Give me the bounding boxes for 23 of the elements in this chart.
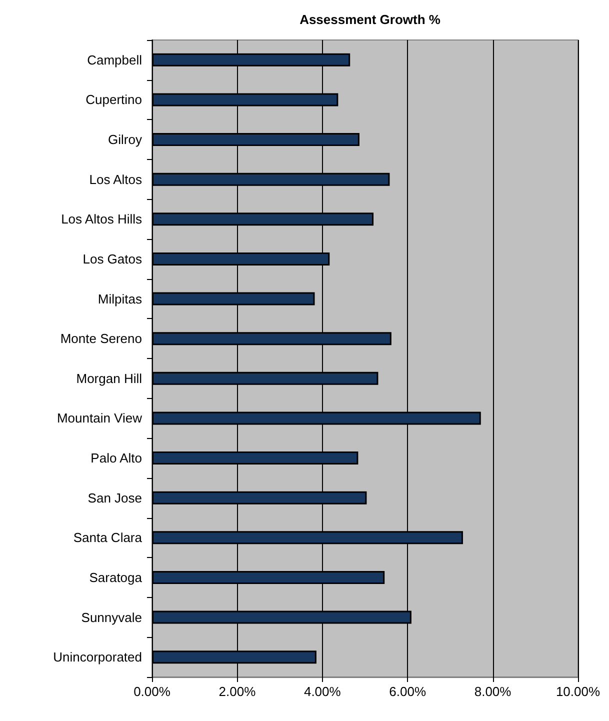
y-tick-label: Mountain View xyxy=(56,410,143,426)
y-tick-label: Unincorporated xyxy=(53,650,142,665)
y-tick-label: Saratoga xyxy=(89,570,143,585)
y-tick-label: Monte Sereno xyxy=(60,331,142,346)
y-tick-label: San Jose xyxy=(88,490,142,506)
y-tick-label: Palo Alto xyxy=(90,450,142,466)
y-tick-label: Sunnyvale xyxy=(81,610,142,625)
x-tick-label: 4.00% xyxy=(304,684,342,699)
y-tick-label: Cupertino xyxy=(86,92,142,108)
y-tick-label: Los Altos xyxy=(89,172,142,187)
x-tick-label: 10.00% xyxy=(556,684,600,699)
x-tick-label: 2.00% xyxy=(218,684,256,699)
y-tick-label: Campbell xyxy=(87,52,142,68)
y-tick-label: Santa Clara xyxy=(73,530,143,546)
x-tick-label: 8.00% xyxy=(474,684,512,699)
y-tick-label: Milpitas xyxy=(98,291,142,306)
x-tick-label: 6.00% xyxy=(389,684,426,699)
y-tick-label: Morgan Hill xyxy=(76,370,142,386)
chart-title: Assessment Growth % xyxy=(300,12,441,27)
y-tick-label: Los Gatos xyxy=(82,251,142,266)
y-tick-label: Los Altos Hills xyxy=(61,212,142,227)
y-tick-label: Gilroy xyxy=(108,132,142,148)
x-tick-label: 0.00% xyxy=(134,684,171,699)
